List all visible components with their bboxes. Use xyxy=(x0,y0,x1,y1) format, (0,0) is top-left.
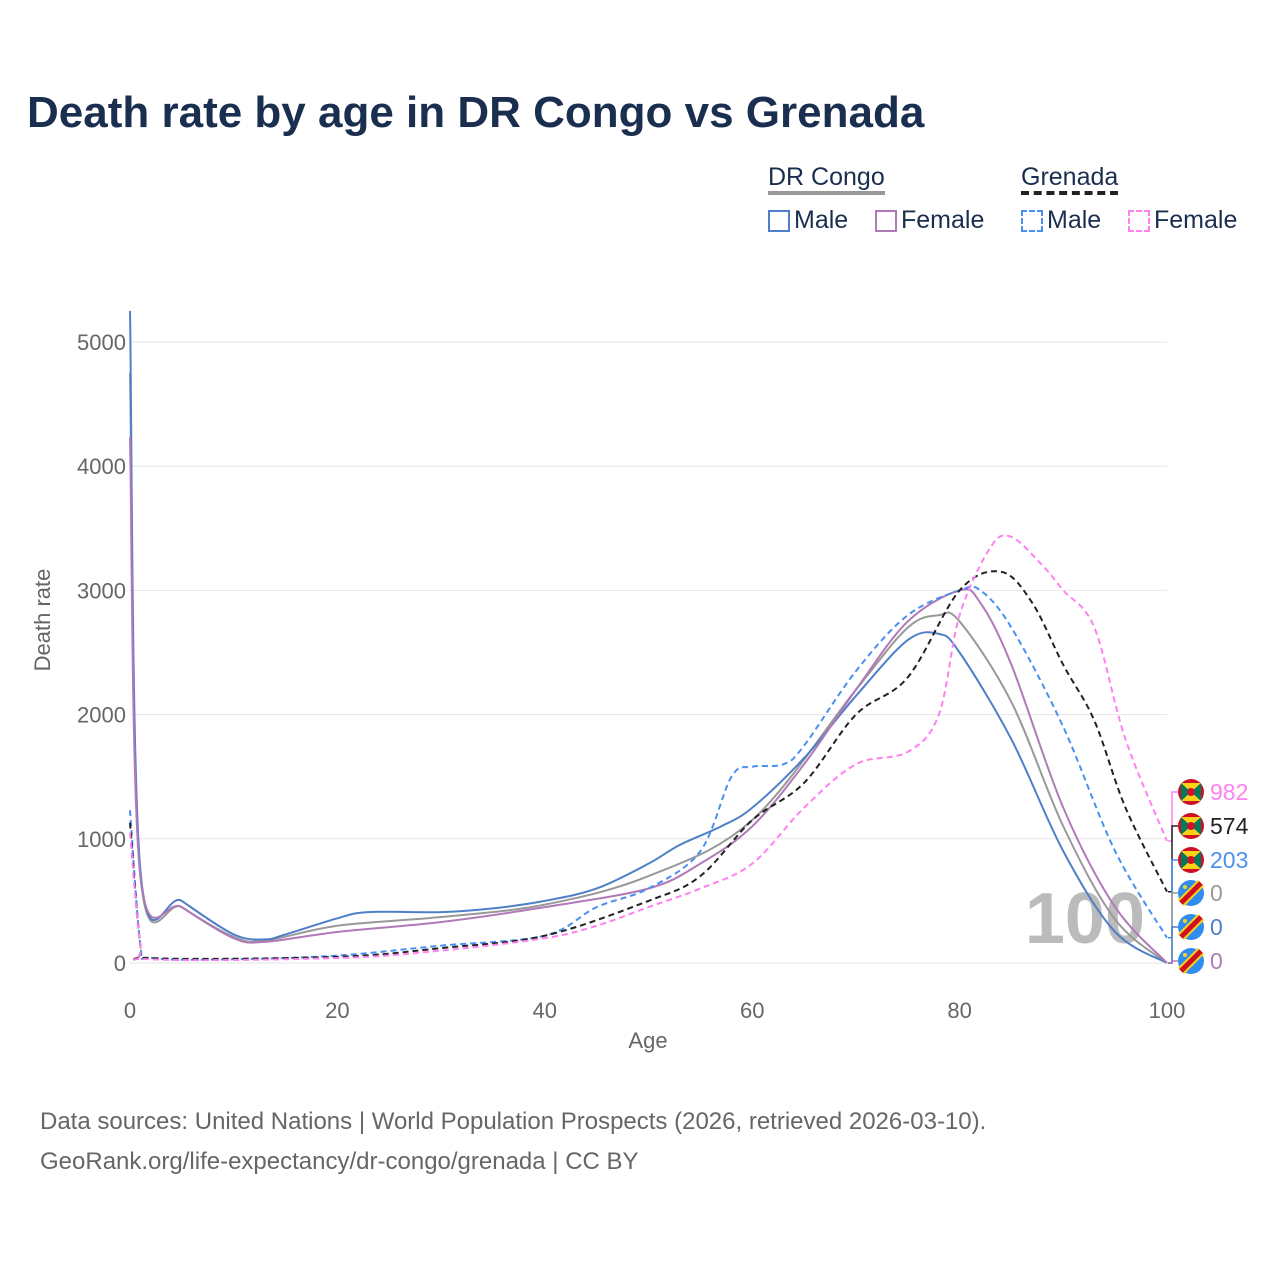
legend-drcongo-female[interactable]: Female xyxy=(875,206,984,235)
legend-drcongo-male[interactable]: Male xyxy=(768,206,848,235)
y-tick-label: 4000 xyxy=(77,454,126,479)
end-value-label: 0 xyxy=(1210,914,1223,940)
end-value-label: 203 xyxy=(1210,847,1248,873)
x-axis-label: Age xyxy=(628,1028,667,1053)
chart-title: Death rate by age in DR Congo vs Grenada xyxy=(27,88,925,137)
source-line-2: GeoRank.org/life-expectancy/dr-congo/gre… xyxy=(40,1148,639,1175)
flag-part xyxy=(1179,949,1203,973)
y-tick-label: 1000 xyxy=(77,827,126,852)
flag-part xyxy=(1187,788,1195,796)
y-axis-label: Death rate xyxy=(30,569,55,672)
legend-swatch xyxy=(768,210,790,232)
flag-part xyxy=(1183,885,1187,889)
end-label-connector xyxy=(1168,926,1178,964)
legend-swatch xyxy=(1128,210,1150,232)
x-tick-label: 0 xyxy=(124,998,136,1023)
x-tick-label: 40 xyxy=(533,998,557,1023)
x-tick-label: 20 xyxy=(325,998,349,1023)
series-line-grenada-total xyxy=(129,570,1168,961)
legend-grenada-male[interactable]: Male xyxy=(1021,206,1101,235)
legend-label: Female xyxy=(1154,206,1238,234)
end-label-connector xyxy=(1168,892,1178,964)
end-value-label: 574 xyxy=(1210,813,1249,839)
legend-group-drcongo: DR Congo xyxy=(768,163,885,195)
legend-swatch xyxy=(875,210,897,232)
end-value-label: 982 xyxy=(1210,779,1248,805)
legend-label: Male xyxy=(794,206,849,234)
end-value-label: 0 xyxy=(1210,880,1223,906)
series-line-dr-congo-total xyxy=(129,373,1168,964)
end-label-connector xyxy=(1168,825,1178,893)
end-label-connector xyxy=(1168,859,1178,939)
x-tick-label: 60 xyxy=(740,998,764,1023)
y-tick-label: 5000 xyxy=(77,330,126,355)
y-tick-label: 2000 xyxy=(77,703,126,728)
series-line-dr-congo-female xyxy=(129,437,1168,964)
flag-part xyxy=(1179,915,1203,939)
legend-label: Female xyxy=(901,206,985,234)
series-line-dr-congo-male xyxy=(129,310,1168,964)
end-value-label: 0 xyxy=(1210,948,1223,974)
legend-grenada-female[interactable]: Female xyxy=(1128,206,1237,235)
source-line-1: Data sources: United Nations | World Pop… xyxy=(40,1108,987,1135)
x-tick-label: 80 xyxy=(947,998,971,1023)
legend-label: Male xyxy=(1047,206,1102,234)
flag-part xyxy=(1187,822,1195,830)
series-line-grenada-female xyxy=(129,534,1168,962)
series-line-grenada-male xyxy=(129,585,1168,961)
flag-part xyxy=(1183,919,1187,923)
x-tick-label: 100 xyxy=(1149,998,1186,1023)
legend-swatch xyxy=(1021,210,1043,232)
end-label-connector xyxy=(1168,960,1178,964)
end-label-connector xyxy=(1168,791,1178,842)
flag-part xyxy=(1183,953,1187,957)
y-tick-label: 3000 xyxy=(77,578,126,603)
flag-part xyxy=(1179,881,1203,905)
legend-group-grenada: Grenada xyxy=(1021,163,1119,195)
flag-part xyxy=(1187,856,1195,864)
y-tick-label: 0 xyxy=(114,951,126,976)
